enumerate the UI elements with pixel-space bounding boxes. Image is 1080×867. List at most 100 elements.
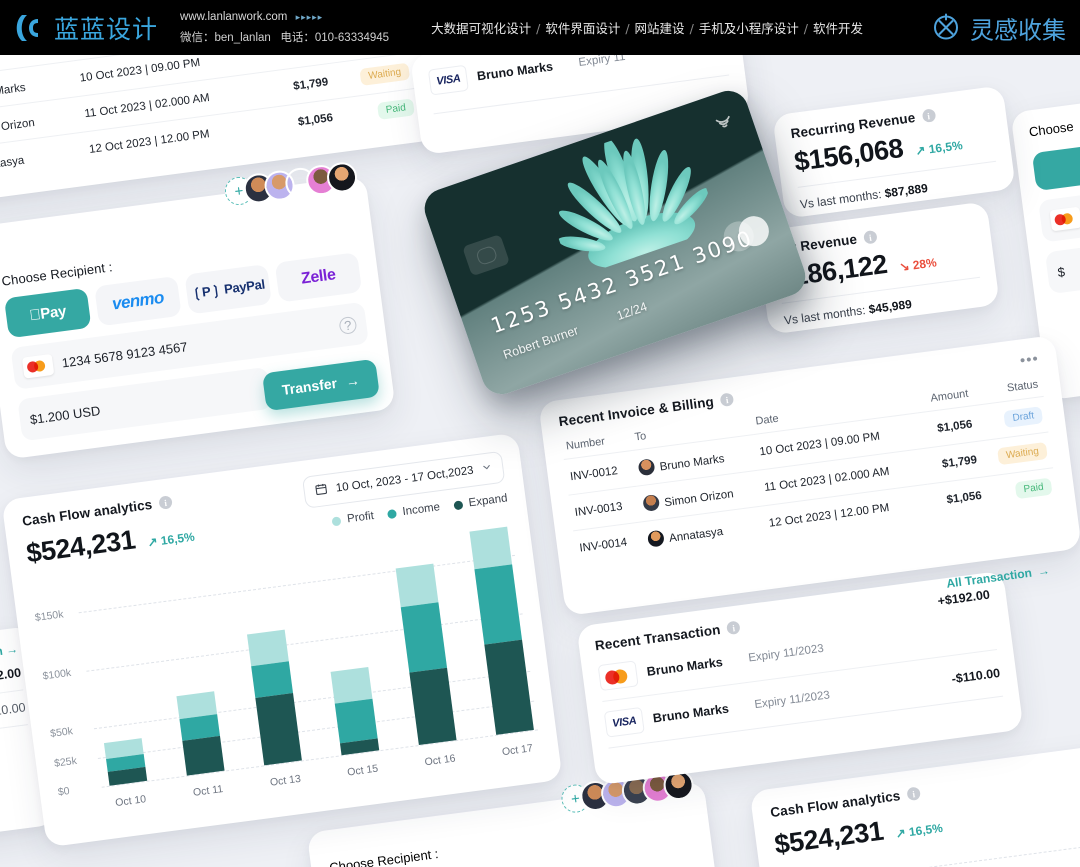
divider [0, 724, 28, 751]
txn-expiry: Expiry 11/2023 [747, 642, 825, 665]
txn-name: Bruno Marks [476, 59, 554, 84]
legend-item-income[interactable]: Income [387, 501, 441, 520]
apple-pay-button[interactable]: Pay [3, 287, 92, 339]
recipient-avatar-stack[interactable]: + [223, 160, 359, 208]
chart-bar-segment [334, 699, 378, 744]
coral-graphic [534, 116, 720, 278]
mastercard-icon [597, 660, 639, 692]
status-badge: Draft [1003, 406, 1044, 429]
zelle-button[interactable]: Zelle [274, 252, 363, 303]
amount-value: $1.200 USD [28, 402, 102, 427]
amount-field[interactable]: $ [1044, 232, 1080, 295]
info-icon[interactable]: i [863, 229, 878, 245]
inspiration-logo-icon [930, 12, 962, 44]
cell-number: INV-0014 [573, 521, 647, 567]
arrow-up-icon: ↗ [914, 142, 927, 159]
card-brand-icon [719, 211, 775, 256]
stat-value: $156,068 [792, 132, 905, 177]
venmo-button[interactable]: venmo [94, 275, 182, 327]
legend-item-expand[interactable]: Expand [453, 492, 508, 511]
card-chip-icon [462, 233, 511, 277]
status-badge: Paid [1014, 477, 1053, 500]
info-icon[interactable]: i [726, 620, 742, 636]
x-axis-label: Oct 15 [346, 762, 379, 779]
x-axis-label: Oct 10 [114, 793, 147, 810]
chart-bar-segment [251, 661, 294, 699]
list-item[interactable]: $110.00 [0, 689, 28, 750]
status-badge: Waiting [997, 441, 1048, 466]
apple-pay-label: Pay [28, 302, 67, 324]
help-icon[interactable]: ? [338, 315, 358, 335]
info-icon[interactable]: i [921, 108, 936, 123]
chart-total: $524,231 [24, 524, 137, 569]
y-axis-label: $100k [41, 666, 72, 683]
chart-bar[interactable] [176, 691, 225, 776]
service-item: 软件界面设计 [545, 21, 621, 36]
inspiration-brand: 灵感收集 [930, 10, 1066, 45]
info-icon[interactable]: i [719, 392, 735, 407]
x-axis-label: Oct 13 [269, 772, 302, 789]
lanlan-logo-icon [14, 11, 48, 45]
x-axis-label: Oct 16 [423, 752, 457, 769]
contactless-icon [705, 109, 738, 138]
arrow-dots-icon: ▸▸▸▸▸ [295, 12, 324, 23]
chart-bar[interactable] [395, 563, 457, 746]
credit-card[interactable]: 1253 5432 3521 3090 Robert Burner 12/24 [419, 85, 811, 400]
chart-bar-segment [182, 735, 225, 776]
cell-status: Paid [983, 467, 1058, 513]
date-range-picker[interactable]: 10 Oct, 2023 - 17 Oct,2023 [302, 450, 506, 509]
txn-amount: $110.00 [0, 700, 27, 720]
card-number-value: 1234 5678 9123 4567 [60, 338, 189, 371]
phone: 010-63334945 [314, 31, 390, 44]
calendar-icon [314, 482, 329, 500]
x-axis-label: Oct 11 [192, 783, 224, 799]
venmo-label: venmo [110, 287, 165, 314]
contact-block: www.lanlanwork.com ▸▸▸▸▸ 微信：ben_lanlan 电… [180, 7, 389, 47]
arrow-up-icon: ↗ [146, 534, 159, 550]
chart-plot-area: $0 $25k $50k $100k $150k Oct 10 Oct 11 Oct 13 O… [30, 520, 541, 816]
arrow-down-icon: ↘ [898, 258, 911, 275]
txn-name: Bruno Marks [645, 655, 724, 679]
visa-icon: VISA [427, 64, 469, 96]
services-list: 大数据可视化设计 / 软件界面设计 / 网站建设 / 手机及小程序设计 / 软件开发 [431, 21, 864, 36]
brand-logo-group: 蓝蓝设计 [14, 10, 158, 46]
cell-amount: $1,056 [926, 476, 988, 520]
stat-note: Vs last months: $45,989 [783, 296, 913, 328]
chart-bar-segment [469, 526, 513, 569]
wechat-phone-row: 微信：ben_lanlan 电话：010-63334945 [180, 31, 390, 44]
stat-card-recurring-revenue: Recurring Revenue i $156,068 ↗ 16,5% Vs … [772, 85, 1016, 219]
txn-name: Bruno Marks [652, 701, 730, 726]
more-menu-button[interactable]: ••• [1018, 350, 1040, 370]
chart-bar-segment [400, 601, 448, 674]
date-range-value: 10 Oct, 2023 - 17 Oct,2023 [335, 464, 475, 495]
cell-amount: $1,056 [273, 99, 340, 143]
info-icon[interactable]: i [906, 786, 921, 802]
card-number-field[interactable] [1038, 181, 1080, 243]
chart-bar[interactable] [330, 666, 380, 756]
y-axis-label: $50k [49, 725, 74, 741]
mastercard-icon [21, 353, 55, 379]
chart-bar[interactable] [469, 526, 534, 735]
chart-bar-segment [409, 668, 457, 746]
inspiration-label: 灵感收集 [970, 16, 1066, 44]
legend-item-profit[interactable]: Profit [331, 510, 375, 527]
y-axis-label: $0 [57, 785, 71, 799]
status-badge: Paid [376, 98, 415, 120]
apple-pay-button[interactable] [1031, 140, 1080, 192]
transfer-button[interactable]: Transfer → [261, 358, 380, 412]
txn-expiry: Expiry 11/2023 [753, 689, 831, 712]
stat-delta: ↗ 16,5% [914, 138, 964, 159]
avatar [647, 529, 665, 548]
cash-flow-analytics-card: Cash Flow analytics i $524,231 ↗ 16,5% [1, 432, 563, 848]
y-axis-label: $25k [53, 754, 78, 770]
recipient-title-right: Choose [1028, 118, 1075, 140]
invoice-table: Number To Date Amount Status INV-0012 Br… [561, 372, 1058, 567]
paypal-button[interactable]: ❲P❳ PayPayPalPal [184, 264, 272, 315]
info-icon[interactable]: i [158, 495, 173, 510]
chevron-down-icon[interactable] [481, 461, 494, 476]
chart-bar[interactable] [103, 737, 148, 786]
chart-bar[interactable] [246, 629, 302, 766]
chart-bar-segment [330, 666, 373, 705]
zelle-label: Zelle [300, 266, 337, 288]
